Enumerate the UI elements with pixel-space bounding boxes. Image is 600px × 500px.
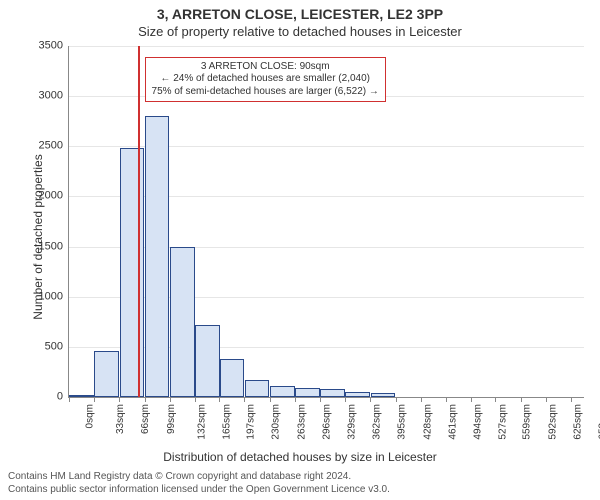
y-tick-label: 0: [57, 392, 69, 403]
annotation-line-2: ← 24% of detached houses are smaller (2,…: [152, 73, 379, 86]
annotation-box: 3 ARRETON CLOSE: 90sqm ← 24% of detached…: [145, 57, 386, 103]
x-tick-mark: [145, 397, 146, 402]
x-tick-label: 263sqm: [297, 404, 307, 440]
x-tick-mark: [320, 397, 321, 402]
x-tick-label: 625sqm: [573, 404, 583, 440]
annotation-line-3: 75% of semi-detached houses are larger (…: [152, 86, 379, 99]
x-tick-mark: [94, 397, 95, 402]
x-tick-label: 494sqm: [473, 404, 483, 440]
y-tick-label: 2500: [39, 141, 69, 152]
chart-title-sub: Size of property relative to detached ho…: [0, 24, 600, 39]
footer-attribution: Contains HM Land Registry data © Crown c…: [8, 471, 390, 496]
x-tick-mark: [546, 397, 547, 402]
x-tick-mark: [295, 397, 296, 402]
x-tick-label: 66sqm: [141, 404, 151, 434]
x-tick-mark: [119, 397, 120, 402]
x-tick-mark: [345, 397, 346, 402]
y-tick-label: 3500: [39, 41, 69, 52]
plot-area: 05001000150020002500300035000sqm33sqm66s…: [68, 46, 584, 398]
y-tick-label: 1500: [39, 241, 69, 252]
y-gridline: [69, 46, 584, 47]
chart-title-main: 3, ARRETON CLOSE, LEICESTER, LE2 3PP: [0, 6, 600, 22]
x-tick-label: 592sqm: [548, 404, 558, 440]
histogram-bar: [245, 380, 270, 397]
x-tick-mark: [270, 397, 271, 402]
footer-line-2: Contains public sector information licen…: [8, 484, 390, 497]
footer-line-1: Contains HM Land Registry data © Crown c…: [8, 471, 390, 484]
annotation-line-1: 3 ARRETON CLOSE: 90sqm: [152, 61, 379, 74]
histogram-bar: [320, 389, 345, 397]
x-tick-mark: [170, 397, 171, 402]
x-axis-label: Distribution of detached houses by size …: [0, 450, 600, 464]
histogram-bar: [220, 359, 245, 397]
y-tick-label: 2000: [39, 191, 69, 202]
x-tick-mark: [521, 397, 522, 402]
x-tick-label: 296sqm: [322, 404, 332, 440]
histogram-bar: [371, 393, 396, 397]
histogram-bar: [69, 395, 94, 397]
x-tick-mark: [495, 397, 496, 402]
x-tick-label: 395sqm: [398, 404, 408, 440]
x-tick-label: 165sqm: [222, 404, 232, 440]
histogram-bar: [145, 116, 170, 397]
x-tick-mark: [219, 397, 220, 402]
histogram-bar: [195, 325, 220, 397]
x-tick-label: 559sqm: [523, 404, 533, 440]
x-tick-label: 99sqm: [167, 404, 177, 434]
histogram-bar: [94, 351, 119, 397]
x-tick-mark: [69, 397, 70, 402]
x-tick-mark: [244, 397, 245, 402]
x-tick-label: 329sqm: [348, 404, 358, 440]
y-tick-label: 500: [45, 341, 69, 352]
y-tick-label: 1000: [39, 291, 69, 302]
histogram-bar: [345, 392, 370, 397]
x-tick-mark: [421, 397, 422, 402]
x-tick-mark: [195, 397, 196, 402]
histogram-bar: [120, 148, 145, 397]
x-tick-label: 461sqm: [448, 404, 458, 440]
x-tick-mark: [370, 397, 371, 402]
histogram-bar: [170, 247, 195, 397]
x-tick-label: 132sqm: [197, 404, 207, 440]
y-tick-label: 3000: [39, 91, 69, 102]
x-tick-label: 33sqm: [116, 404, 126, 434]
subject-marker-line: [138, 46, 140, 397]
x-tick-label: 428sqm: [423, 404, 433, 440]
x-tick-label: 230sqm: [272, 404, 282, 440]
x-tick-label: 362sqm: [373, 404, 383, 440]
x-tick-mark: [571, 397, 572, 402]
histogram-bar: [270, 386, 295, 397]
x-tick-mark: [446, 397, 447, 402]
histogram-bar: [295, 388, 320, 397]
x-tick-label: 527sqm: [499, 404, 509, 440]
x-tick-label: 0sqm: [85, 404, 95, 428]
x-tick-mark: [471, 397, 472, 402]
y-axis-label: Number of detached properties: [31, 137, 45, 337]
x-tick-label: 197sqm: [247, 404, 257, 440]
x-tick-mark: [396, 397, 397, 402]
